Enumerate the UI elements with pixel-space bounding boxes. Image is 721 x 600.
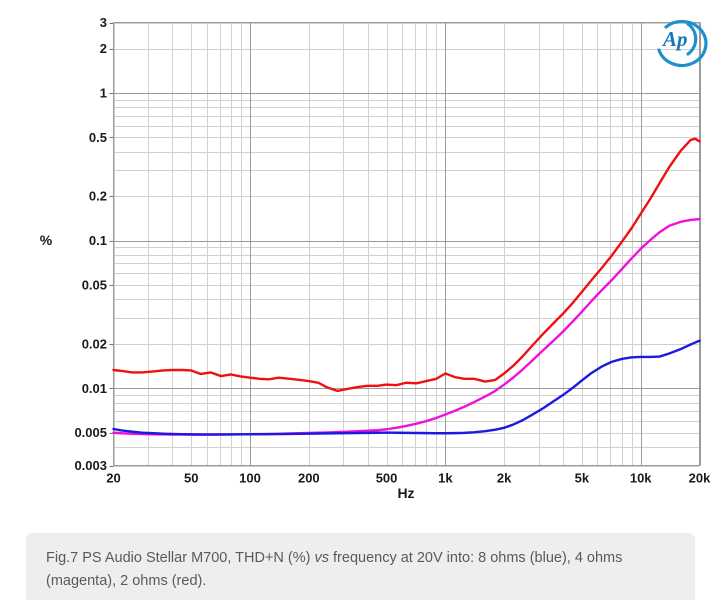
y-tick-0.01: 0.01: [82, 381, 107, 396]
x-tick-10k: 10k: [630, 471, 652, 486]
figure-caption: Fig.7 PS Audio Stellar M700, THD+N (%) v…: [46, 547, 675, 593]
y-tick-0.02: 0.02: [82, 336, 107, 351]
x-tick-1k: 1k: [438, 471, 453, 486]
x-axis-title: Hz: [397, 485, 414, 501]
y-axis-title: %: [40, 232, 53, 248]
y-tick-1: 1: [100, 85, 107, 100]
thd-vs-frequency-chart: 3 2 1 0.5 0.2 0.1 0.05 0.02 0.01 0.005 0.003 20 50 1…: [0, 0, 721, 520]
x-tick-20k: 20k: [689, 471, 711, 486]
y-tick-0.003: 0.003: [74, 458, 107, 473]
caption-vs: vs: [314, 550, 330, 566]
x-tick-50: 50: [184, 471, 198, 486]
x-axis-tick-labels: 20 50 100 200 500 1k 2k 5k 10k 20k: [106, 471, 711, 486]
x-tick-200: 200: [298, 471, 320, 486]
y-tick-3: 3: [100, 15, 107, 30]
chart-background: [0, 0, 721, 520]
series-line: [112, 339, 701, 436]
caption-prefix: Fig.7 PS Audio Stellar M700, THD+N (%): [46, 550, 315, 566]
chart-figure: 3 2 1 0.5 0.2 0.1 0.05 0.02 0.01 0.005 0.003 20 50 1…: [0, 0, 721, 520]
figure-caption-box: Fig.7 PS Audio Stellar M700, THD+N (%) v…: [26, 533, 695, 600]
ap-logo-arc: [657, 19, 708, 68]
x-tick-5k: 5k: [575, 471, 590, 486]
series-line: [112, 137, 701, 393]
audio-precision-logo: Ap: [657, 19, 708, 68]
x-tick-2k: 2k: [497, 471, 512, 486]
plot-frame: [113, 22, 700, 466]
y-tick-0.5: 0.5: [89, 130, 107, 145]
y-tick-0.05: 0.05: [82, 278, 107, 293]
grid-major-lines: [113, 22, 701, 466]
ap-logo-outer-arc: [686, 22, 698, 56]
y-tick-0.1: 0.1: [89, 233, 107, 248]
data-series-group: [112, 137, 701, 436]
caption-suffix: frequency at 20V into: 8 ohms (blue), 4 …: [46, 550, 623, 590]
y-tick-0.2: 0.2: [89, 189, 107, 204]
x-tick-100: 100: [239, 471, 261, 486]
x-tick-500: 500: [376, 471, 398, 486]
y-tick-2: 2: [100, 41, 107, 56]
ap-logo-text: Ap: [661, 27, 688, 51]
y-tick-0.005: 0.005: [74, 425, 107, 440]
x-tick-20: 20: [106, 471, 120, 486]
y-axis-tick-labels: 3 2 1 0.5 0.2 0.1 0.05 0.02 0.01 0.005 0.003: [74, 15, 114, 473]
